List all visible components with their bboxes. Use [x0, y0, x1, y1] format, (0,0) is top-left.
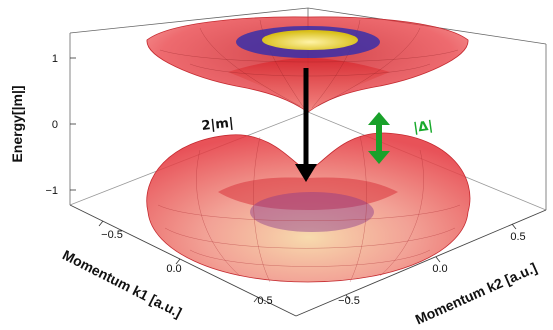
gap-arrow	[295, 68, 317, 182]
front-axes	[69, 204, 547, 317]
delta-arrow	[368, 112, 390, 164]
k2-tick-pos: 0.5	[510, 231, 525, 243]
lower-band-shadow-ring	[250, 192, 374, 232]
lower-band	[146, 132, 471, 283]
k1-axis-label: Momentum k1 [a.u.]	[60, 247, 184, 321]
k1-tick-neg: −0.5	[101, 229, 123, 241]
z-axis-label: Energy[|m|]	[9, 85, 25, 162]
k2-tick-neg: −0.5	[338, 295, 360, 307]
k1-tick-pos: 0.5	[257, 295, 272, 307]
k2-tick-zero: 0.0	[432, 263, 447, 275]
z-axis: 1 0 −1 Energy[|m|]	[9, 53, 76, 197]
gap-label: 2|m|	[201, 116, 234, 134]
z-tick-1: 1	[52, 53, 58, 65]
z-tick-minus1: −1	[45, 185, 58, 197]
delta-label: |Δ|	[412, 118, 433, 136]
z-tick-0: 0	[52, 119, 58, 131]
top-ring-yellow	[262, 30, 358, 50]
k1-tick-zero: 0.0	[166, 263, 181, 275]
upper-band	[146, 16, 469, 113]
